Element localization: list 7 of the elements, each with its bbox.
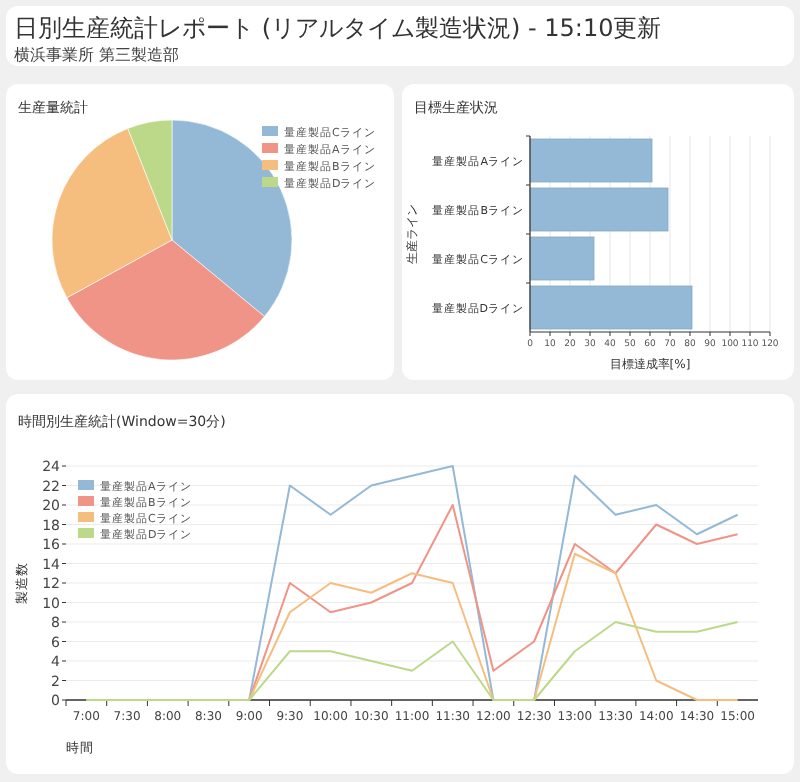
bar: [529, 285, 693, 330]
bar: [529, 236, 595, 281]
text: 日別生産統計レポート (リアルタイム製造状況) - 15:10更新: [14, 12, 662, 46]
bar: [529, 138, 653, 183]
line-series: [85, 621, 739, 701]
bar: [529, 187, 669, 232]
text: 横浜事業所 第三製造部: [14, 44, 180, 66]
